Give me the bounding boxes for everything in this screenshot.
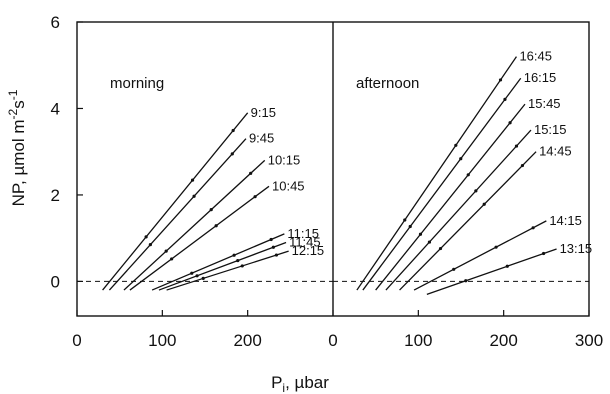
series-line [123,159,266,291]
series-label: 10:15 [268,152,301,167]
series-point [403,218,407,222]
series-point [498,78,503,82]
series-label: 11:15 [287,226,319,241]
series-point [209,208,213,212]
series-point [459,157,463,161]
panel-label-morning: morning [110,75,164,92]
series-point [236,258,240,263]
series-point [170,257,174,261]
series-point [520,163,525,168]
y-tick-label: 4 [51,99,60,118]
series-point [144,235,148,239]
x-axis-title: Pi, µbar [271,373,329,394]
series-point [195,274,199,278]
series-label: 16:45 [519,49,552,64]
series-point [164,249,168,253]
x-tick-label: 0 [328,331,337,350]
series-point [454,143,458,147]
series-point [192,194,196,198]
series-line [129,185,270,291]
series-lines [102,56,557,295]
series-point [231,128,235,133]
series-point [190,178,195,182]
series-point [505,264,509,268]
series-point [508,121,512,125]
series-label: 14:15 [549,213,582,228]
series-point [148,243,152,247]
series-label: 16:15 [524,70,557,85]
x-tick-label: 200 [489,331,517,350]
x-tick-label: 300 [575,331,603,350]
series-label: 9:45 [249,131,274,146]
x-tick-label: 100 [404,331,432,350]
series-line [362,77,522,291]
series-point [274,253,279,257]
series-point [438,246,443,251]
series-point [408,224,412,229]
y-tick-label: 2 [51,186,60,205]
x-tick-label: 200 [233,331,261,350]
series-point [190,271,194,275]
series-point [214,224,218,228]
y-tick-label: 6 [51,13,60,32]
series-point [503,97,507,101]
series-label: 9:15 [251,105,276,120]
axis-ticks: 0 2 4 6 0 100 200 0 100 200 300 [51,13,604,350]
series-point [452,267,456,271]
series-label: 15:15 [534,122,567,137]
x-tick-label: 100 [148,331,176,350]
series-line [399,151,537,291]
series-label: 15:45 [528,96,561,111]
y-axis-title: NP, µmol m-2s-1 [6,89,28,206]
panel-label-afternoon: afternoon [356,75,419,92]
series-point [464,279,468,283]
series-point [418,232,423,236]
series-point [542,251,546,256]
series-line [356,56,518,291]
series-point [531,226,535,230]
series-line [102,112,249,291]
series-label: 13:15 [560,241,593,256]
series-point [427,240,432,244]
series-label: 12:15 [292,243,325,258]
series-point [253,195,257,199]
series-label: 10:45 [272,178,305,193]
series-point [271,245,275,249]
series-point [482,202,486,206]
series-line [385,129,532,291]
series-point [249,171,253,175]
series-line [375,103,526,291]
series-label: 14:45 [539,144,572,159]
series-label: 11:45 [289,235,321,250]
series-line [426,248,557,295]
series-point [466,173,470,177]
series-line [108,138,247,291]
series-point [201,276,205,280]
series-line [151,233,285,291]
series-point [240,264,244,268]
series-line [413,220,547,291]
series-line [166,250,289,291]
series-point [514,144,519,148]
series-point [232,253,236,257]
series-point [230,152,234,156]
y-tick-label: 0 [51,272,60,291]
series-point [494,245,498,249]
x-tick-label: 0 [72,331,81,350]
series-point [474,189,478,193]
series-line [158,241,287,291]
series-point [269,237,273,242]
